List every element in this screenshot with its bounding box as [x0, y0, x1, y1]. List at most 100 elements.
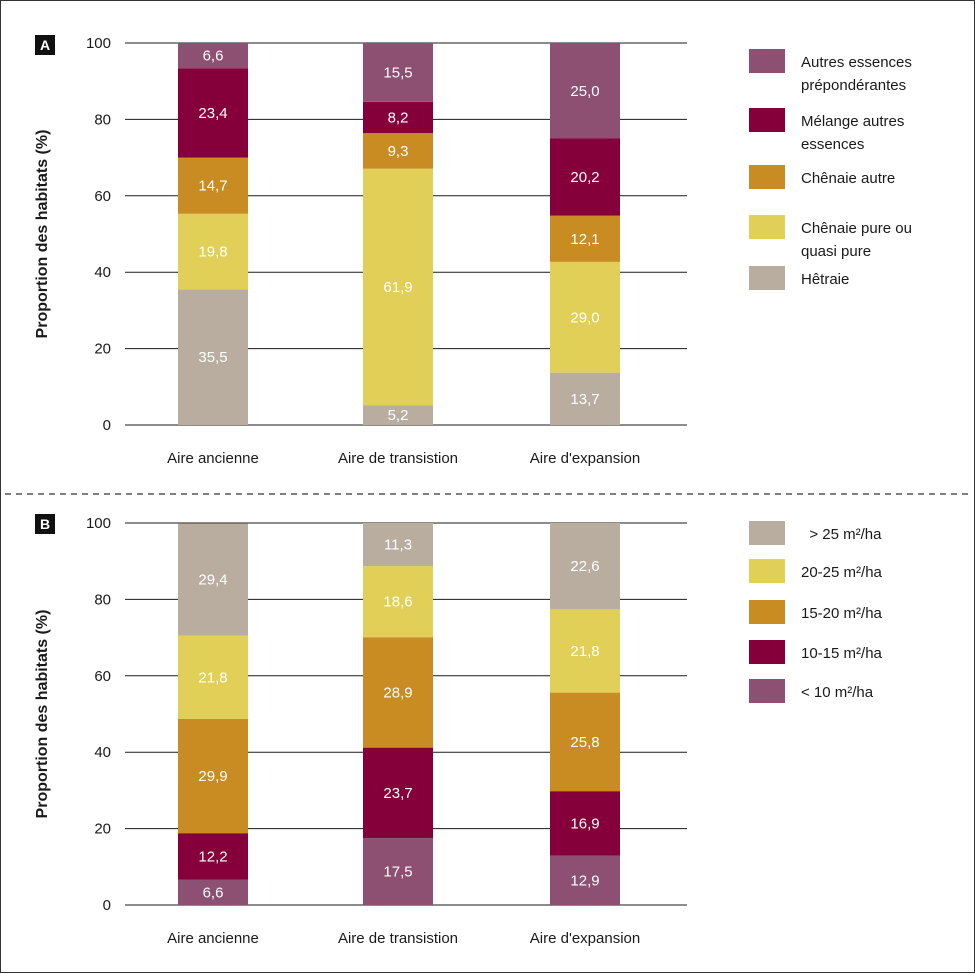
legend-label: quasi pure — [801, 243, 871, 260]
bar-segment — [550, 791, 620, 856]
x-category-label: Aire de transistion — [338, 930, 458, 947]
y-tick-label: 60 — [94, 188, 111, 205]
bar-segment — [178, 718, 248, 834]
y-tick-label: 100 — [86, 515, 111, 532]
bar-segment — [363, 405, 433, 425]
data-label: 25,8 — [570, 734, 599, 751]
bar-segment — [363, 43, 433, 102]
legend-label: > 25 m²/ha — [801, 526, 882, 543]
legend-label: Chênaie pure ou — [801, 220, 912, 237]
panel-b: B 0 20 40 60 80 100 Proportion des habitats (%)… — [34, 514, 883, 947]
y-tick-label: 20 — [94, 341, 111, 358]
legend-swatch — [749, 266, 785, 290]
bar-segment — [363, 168, 433, 406]
data-label: 29,9 — [198, 768, 227, 785]
bar-segment — [550, 138, 620, 216]
data-label: 20,2 — [570, 169, 599, 186]
bar-segment — [178, 157, 248, 214]
panel-a: A 0 20 40 60 80 100 Proportion des habitats (%)… — [34, 35, 912, 467]
legend-swatch — [749, 679, 785, 703]
bar-segment — [550, 261, 620, 373]
data-label: 8,2 — [388, 109, 409, 126]
data-label: 18,6 — [383, 594, 412, 611]
y-tick-label: 80 — [94, 111, 111, 128]
bar-segment — [363, 133, 433, 169]
legend-label: < 10 m²/ha — [801, 684, 874, 701]
x-category-label: Aire de transistion — [338, 450, 458, 467]
y-axis-label: Proportion des habitats (%) — [34, 130, 51, 339]
y-tick-label: 40 — [94, 264, 111, 281]
data-label: 21,8 — [570, 643, 599, 660]
legend-swatch — [749, 215, 785, 239]
legend-swatch — [749, 600, 785, 624]
legend-label: Autres essences — [801, 54, 912, 71]
panel-tag: A — [40, 37, 50, 53]
data-label: 15,5 — [383, 64, 412, 81]
y-tick-label: 100 — [86, 35, 111, 52]
bar-segment — [550, 692, 620, 792]
bar-segment — [178, 213, 248, 290]
data-label: 29,0 — [570, 309, 599, 326]
x-category-label: Aire d'expansion — [530, 930, 640, 947]
data-label: 13,7 — [570, 391, 599, 408]
bar-segment — [178, 879, 248, 905]
data-label: 12,9 — [570, 872, 599, 889]
legend-label: Hêtraie — [801, 271, 849, 288]
legend-label: 10-15 m²/ha — [801, 645, 883, 662]
data-label: 19,8 — [198, 244, 227, 261]
data-label: 16,9 — [570, 815, 599, 832]
legend-swatch — [749, 521, 785, 545]
bar-segment — [178, 833, 248, 880]
legend-label: Chênaie autre — [801, 170, 895, 187]
legend-label: 20-25 m²/ha — [801, 564, 883, 581]
data-label: 6,6 — [203, 48, 224, 65]
bar-segment — [178, 68, 248, 158]
y-tick-label: 20 — [94, 821, 111, 838]
x-category-label: Aire d'expansion — [530, 450, 640, 467]
bar-segment — [178, 43, 248, 69]
y-tick-label: 60 — [94, 668, 111, 685]
bar-segment — [363, 523, 433, 567]
data-label: 29,4 — [198, 572, 227, 589]
bar-segment — [550, 855, 620, 905]
data-label: 12,1 — [570, 231, 599, 248]
panel-tag-box — [35, 514, 55, 534]
data-label: 5,2 — [388, 407, 409, 424]
y-tick-label: 80 — [94, 591, 111, 608]
data-label: 22,6 — [570, 558, 599, 575]
y-axis-label: Proportion des habitats (%) — [34, 610, 51, 819]
bar-segment — [550, 215, 620, 262]
y-tick-label: 40 — [94, 744, 111, 761]
data-label: 61,9 — [383, 279, 412, 296]
legend-swatch — [749, 108, 785, 132]
x-category-label: Aire ancienne — [167, 930, 259, 947]
data-label: 11,3 — [384, 537, 412, 554]
legend-swatch — [749, 49, 785, 73]
data-label: 21,8 — [198, 669, 227, 686]
bar-segment — [363, 566, 433, 638]
data-label: 35,5 — [198, 349, 227, 366]
legend-swatch — [749, 559, 785, 583]
bar-segment — [550, 609, 620, 693]
legend-label: essences — [801, 136, 864, 153]
bar-segment — [550, 523, 620, 610]
data-label: 9,3 — [388, 143, 409, 160]
legend-label: 15-20 m²/ha — [801, 605, 883, 622]
data-label: 23,7 — [383, 785, 412, 802]
data-label: 23,4 — [198, 105, 227, 122]
panel-tag: B — [40, 516, 50, 532]
bar-segment — [363, 101, 433, 134]
x-category-label: Aire ancienne — [167, 450, 259, 467]
bar-segment — [178, 523, 248, 636]
legend-label: prépondérantes — [801, 77, 906, 94]
data-label: 28,9 — [383, 684, 412, 701]
bar-segment — [178, 635, 248, 719]
bar-segment — [550, 43, 620, 139]
bar-segment — [363, 637, 433, 748]
data-label: 14,7 — [198, 178, 227, 195]
data-label: 12,2 — [198, 848, 227, 865]
panel-tag-box — [35, 35, 55, 55]
data-label: 17,5 — [383, 864, 412, 881]
data-label: 25,0 — [570, 83, 599, 100]
